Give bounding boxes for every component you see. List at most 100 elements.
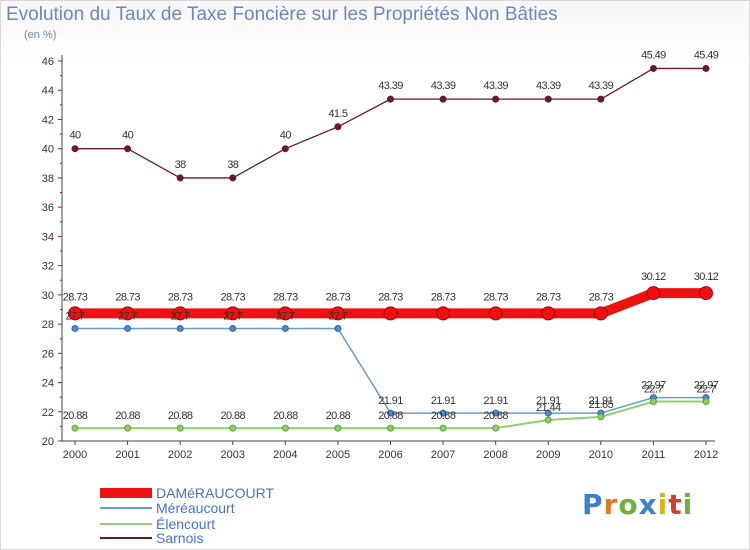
data-point-sarnois — [71, 145, 79, 153]
data-label-dameraucourt: 28.73 — [431, 291, 456, 303]
x-tick-label: 2010 — [589, 449, 613, 461]
data-label-elencourt: 20.88 — [168, 410, 193, 422]
data-point-mereaucourt — [544, 409, 552, 417]
data-label-dameraucourt: 28.73 — [378, 291, 403, 303]
data-label-dameraucourt: 30.12 — [641, 271, 666, 283]
proxiti-logo: Proxiti — [582, 488, 694, 521]
data-label-mereaucourt: 27.7 — [223, 310, 242, 322]
data-label-elencourt: 20.88 — [378, 410, 403, 422]
data-label-mereaucourt: 21.91 — [536, 395, 561, 407]
data-point-elencourt — [71, 424, 79, 432]
data-point-elencourt — [334, 424, 342, 432]
legend-item-dameraucourt: DAMéRAUCOURT — [100, 485, 274, 501]
data-point-dameraucourt — [541, 306, 556, 321]
data-label-sarnois: 40 — [280, 130, 292, 142]
legend-label: Élencourt — [156, 516, 216, 532]
x-tick-label: 2000 — [63, 449, 87, 461]
data-point-mereaucourt — [281, 324, 289, 332]
data-point-elencourt — [439, 424, 447, 432]
data-point-elencourt — [544, 416, 552, 424]
data-point-mereaucourt — [229, 324, 237, 332]
legend-swatch-mereaucourt — [100, 507, 152, 509]
data-label-mereaucourt: 27.7 — [171, 310, 190, 322]
data-point-elencourt — [702, 398, 710, 406]
legend-swatch-dameraucourt — [100, 488, 152, 498]
y-tick-label: 38 — [42, 173, 54, 185]
data-label-mereaucourt: 27.7 — [118, 310, 137, 322]
data-point-mereaucourt — [492, 409, 500, 417]
data-label-elencourt: 20.88 — [431, 410, 456, 422]
data-label-sarnois: 43.39 — [483, 80, 508, 92]
y-tick-label: 44 — [42, 85, 54, 97]
legend-label: Sarnois — [156, 530, 204, 546]
data-label-mereaucourt: 21.91 — [378, 395, 403, 407]
y-tick-label: 36 — [42, 202, 54, 214]
data-point-dameraucourt — [488, 306, 503, 321]
data-point-elencourt — [176, 424, 184, 432]
data-label-mereaucourt: 27.7 — [328, 310, 347, 322]
y-tick-label: 34 — [42, 231, 54, 243]
data-point-sarnois — [124, 145, 132, 153]
data-point-sarnois — [334, 123, 342, 131]
data-point-dameraucourt — [68, 306, 82, 321]
data-label-elencourt: 21.44 — [536, 402, 561, 414]
data-label-sarnois: 43.39 — [536, 80, 561, 92]
y-tick-label: 20 — [42, 436, 54, 448]
legend-swatch-elencourt — [100, 523, 152, 525]
x-tick-label: 2012 — [694, 449, 718, 461]
data-label-sarnois: 40 — [122, 130, 134, 142]
x-tick-label: 2003 — [221, 449, 245, 461]
data-point-sarnois — [176, 174, 184, 182]
legend-swatch-sarnois — [100, 537, 152, 539]
x-tick-label: 2006 — [378, 449, 402, 461]
data-label-mereaucourt: 22.97 — [694, 380, 719, 392]
data-point-sarnois — [387, 95, 394, 103]
data-point-dameraucourt — [383, 306, 398, 321]
data-point-elencourt — [229, 424, 237, 432]
data-label-sarnois: 43.39 — [589, 80, 614, 92]
data-point-sarnois — [649, 64, 657, 72]
data-label-mereaucourt: 21.91 — [589, 395, 614, 407]
chart-subtitle: (en %) — [24, 29, 57, 41]
data-label-dameraucourt: 28.73 — [63, 291, 88, 303]
x-tick-label: 2009 — [536, 449, 560, 461]
data-label-elencourt: 20.88 — [273, 410, 298, 422]
data-point-sarnois — [597, 95, 605, 103]
data-point-sarnois — [281, 145, 289, 153]
data-point-dameraucourt — [593, 306, 608, 321]
data-label-elencourt: 22.7 — [696, 384, 715, 396]
x-tick-label: 2011 — [642, 449, 666, 461]
data-point-mereaucourt — [439, 409, 447, 417]
data-label-mereaucourt: 21.91 — [431, 395, 456, 407]
data-label-sarnois: 43.39 — [378, 80, 403, 92]
data-label-sarnois: 38 — [227, 159, 239, 171]
data-point-mereaucourt — [176, 324, 184, 332]
data-label-elencourt: 20.88 — [63, 410, 88, 422]
y-tick-label: 46 — [42, 56, 54, 68]
data-point-dameraucourt — [120, 306, 135, 321]
data-point-sarnois — [544, 95, 552, 103]
data-label-dameraucourt: 28.73 — [326, 291, 351, 303]
x-tick-label: 2004 — [273, 449, 297, 461]
legend-label: Méréaucourt — [156, 500, 235, 516]
data-label-dameraucourt: 28.73 — [115, 291, 140, 303]
data-label-elencourt: 20.88 — [326, 410, 351, 422]
data-label-elencourt: 22.7 — [644, 384, 663, 396]
data-point-sarnois — [492, 95, 500, 103]
data-point-dameraucourt — [436, 306, 451, 321]
data-label-dameraucourt: 28.73 — [483, 291, 508, 303]
data-label-dameraucourt: 28.73 — [273, 291, 298, 303]
legend-label: DAMéRAUCOURT — [156, 485, 274, 501]
data-point-dameraucourt — [173, 306, 188, 321]
data-point-dameraucourt — [278, 306, 293, 321]
data-label-elencourt: 20.88 — [220, 410, 245, 422]
data-label-elencourt: 20.88 — [115, 410, 140, 422]
data-point-mereaucourt — [71, 324, 79, 332]
data-point-sarnois — [229, 174, 237, 182]
x-tick-label: 2005 — [326, 449, 350, 461]
data-label-elencourt: 21.65 — [589, 399, 614, 411]
y-tick-label: 24 — [42, 378, 54, 390]
data-point-elencourt — [387, 424, 394, 432]
data-label-dameraucourt: 28.73 — [536, 291, 561, 303]
